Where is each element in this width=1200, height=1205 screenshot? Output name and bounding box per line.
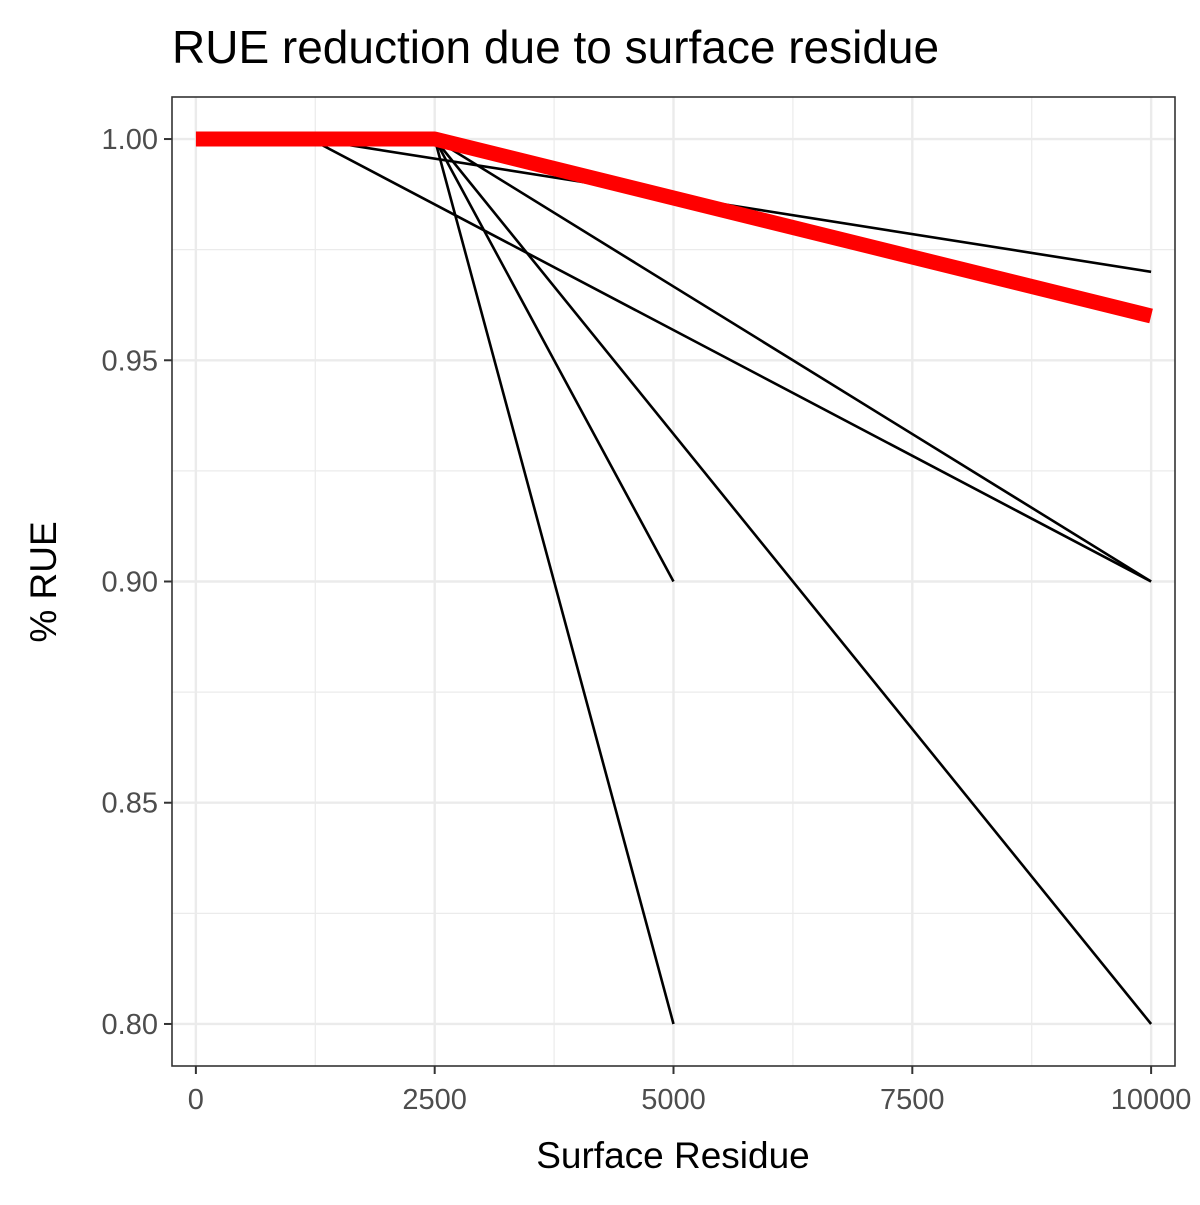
x-tick-label: 5000: [641, 1084, 706, 1116]
y-tick-label: 1.00: [102, 124, 158, 156]
x-tick-label: 10000: [1111, 1084, 1192, 1116]
y-tick-label: 0.80: [102, 1009, 158, 1041]
x-axis-title: Surface Residue: [536, 1135, 810, 1176]
x-tick-label: 7500: [880, 1084, 945, 1116]
series-line-1: [309, 137, 1152, 583]
series-layer: [195, 131, 1153, 1025]
y-tick-label: 0.90: [102, 567, 158, 599]
x-tick-label: 0: [188, 1084, 204, 1116]
y-axis-title: % RUE: [23, 521, 64, 642]
series-line-6: [433, 138, 1153, 1025]
axis-layer: 0 2500 5000 7500 10000 0.80 0.85 0.90 0.95 1.00: [102, 124, 1192, 1116]
x-tick-label: 2500: [402, 1084, 467, 1116]
y-tick-label: 0.95: [102, 345, 158, 377]
highlight-series-line: [195, 131, 1153, 324]
series-line-2: [434, 137, 1152, 583]
y-tick-label: 0.85: [102, 788, 158, 820]
series-line-5: [433, 138, 675, 583]
series-line-4: [433, 138, 675, 1025]
chart-title: RUE reduction due to surface residue: [172, 21, 939, 73]
